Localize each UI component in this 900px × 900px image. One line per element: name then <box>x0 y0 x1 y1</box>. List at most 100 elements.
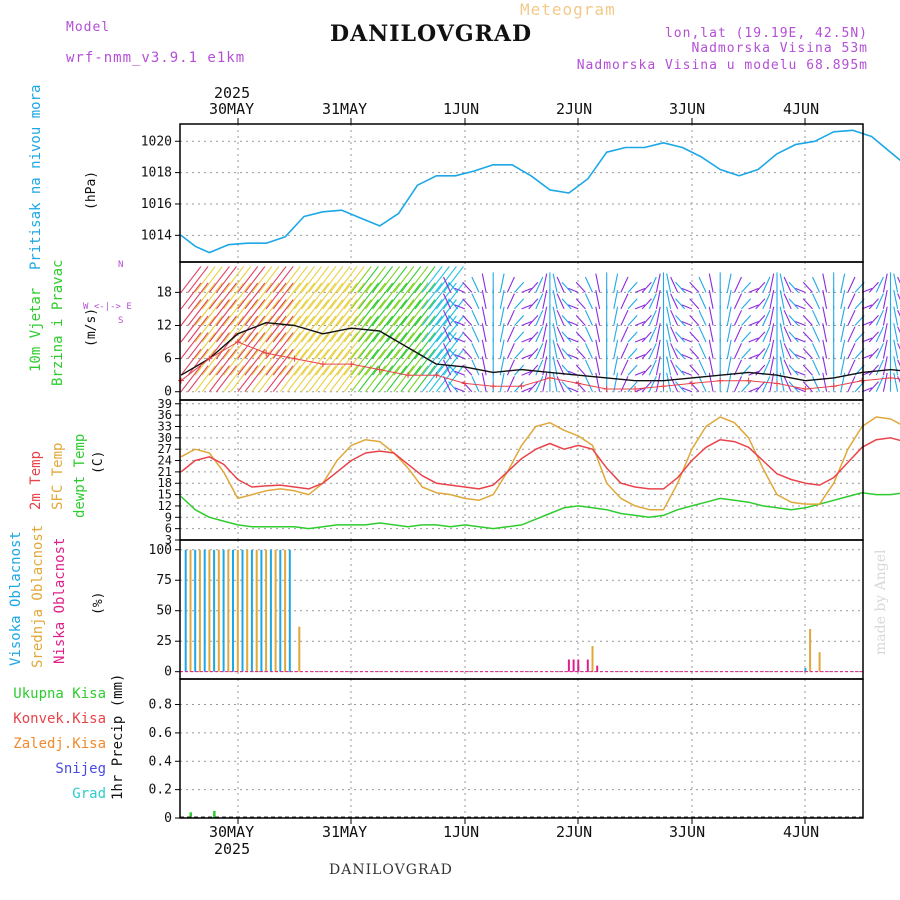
wind-barb <box>535 309 544 326</box>
wind-barb <box>795 387 806 393</box>
wind-barb <box>462 331 473 343</box>
wind-barb <box>244 348 266 376</box>
wind-barb <box>481 356 487 376</box>
wind-barb <box>868 381 879 393</box>
wind-compass-s: S <box>118 316 124 326</box>
wind-barb <box>552 323 558 343</box>
wind-barb <box>279 348 301 376</box>
wind-barb <box>462 281 473 293</box>
wind-barb <box>208 365 230 393</box>
wind-barb <box>802 381 813 393</box>
wind-barb <box>471 276 480 293</box>
wind-barb <box>315 365 337 393</box>
wind-barb <box>462 315 473 326</box>
wind-barb <box>897 276 900 284</box>
wind-barb <box>769 306 775 326</box>
wind-barb <box>802 348 813 359</box>
wind-barb <box>840 339 846 359</box>
wind-barb <box>379 348 401 376</box>
wind-barb <box>708 306 714 326</box>
wind-barb <box>535 376 544 392</box>
wind-barb <box>244 315 266 343</box>
wind-barb <box>875 326 884 343</box>
wind-barb <box>762 359 771 376</box>
wind-barb <box>795 370 806 376</box>
cloud-bar <box>567 659 570 672</box>
wind-barb <box>223 282 245 310</box>
wind-barb <box>726 323 732 343</box>
wind-barb <box>308 315 330 343</box>
y-tick-label: 12 <box>156 318 172 333</box>
wind-barb <box>514 281 525 293</box>
wind-barb <box>400 332 422 359</box>
wind-barb <box>675 281 686 293</box>
bottom-day-label-1: 31MAY <box>322 823 368 841</box>
wind-barb <box>372 348 394 376</box>
bottom-day-label-0: 30MAY <box>209 823 255 841</box>
wind-barb <box>251 365 273 393</box>
wind-gust-marker <box>376 366 383 373</box>
wind-barb <box>462 348 473 359</box>
model-elevation-text: Nadmorska Visina u modelu 68.895m <box>576 58 868 73</box>
wind-barb <box>783 359 792 376</box>
wind-barb <box>329 332 351 359</box>
cloud-bar <box>217 549 220 672</box>
cloud-bar <box>232 549 234 672</box>
wind-barb <box>365 348 386 376</box>
wind-barb <box>689 348 700 359</box>
wind-barb <box>454 287 466 293</box>
wind-barb <box>506 309 515 326</box>
wind-barb <box>882 356 888 376</box>
wind-barb <box>613 306 619 326</box>
wind-barb <box>575 364 586 376</box>
wind-barb <box>294 299 315 326</box>
wind-barb <box>350 348 372 376</box>
wind-barb <box>194 315 216 343</box>
wind-barb <box>308 282 330 310</box>
y-tick-label: 6 <box>165 522 172 536</box>
cloud-bar <box>250 549 253 672</box>
y-tick-label: 0.8 <box>149 698 172 713</box>
wind-barb <box>244 266 266 293</box>
y-tick-label: 21 <box>158 465 172 479</box>
wind-barb <box>568 387 579 393</box>
wind-barb <box>847 276 856 293</box>
wind-barb <box>230 348 252 376</box>
wind-barb <box>223 365 245 393</box>
y-tick-label: 3 <box>165 533 172 547</box>
wind-barb <box>216 365 237 393</box>
wind-barb <box>666 356 672 376</box>
wind-barb <box>698 343 707 359</box>
wind-barb <box>769 372 775 392</box>
cloud-bar <box>241 549 244 672</box>
wind-barb <box>237 299 259 326</box>
wind-barb <box>506 376 515 392</box>
wind-barb <box>194 299 216 326</box>
wind-barb <box>733 376 742 392</box>
wind-barb <box>698 326 707 343</box>
wind-barb <box>822 356 828 376</box>
wind-barb <box>443 326 452 343</box>
wind-barb <box>329 348 351 376</box>
wind-barb <box>180 348 202 376</box>
wind-barb <box>521 387 532 393</box>
wind-barb <box>428 332 450 359</box>
wind-barb <box>481 289 487 310</box>
wind-barb <box>840 306 846 326</box>
wind-barb <box>443 332 464 359</box>
wind-barb <box>595 323 601 343</box>
wind-barb <box>655 306 661 326</box>
wind-barb <box>861 304 873 310</box>
wind-barb <box>499 273 505 293</box>
wind-barb <box>748 320 759 327</box>
wind-barb <box>279 315 301 343</box>
wind-barb <box>443 266 464 293</box>
wind-barb <box>350 266 372 293</box>
wind-barb <box>568 354 579 360</box>
wind-barb <box>336 365 358 393</box>
wind-barb <box>648 309 657 326</box>
wind-barb <box>201 299 223 326</box>
wind-barb <box>258 266 280 293</box>
wind-barb <box>733 359 742 376</box>
wind-barb <box>343 266 365 293</box>
